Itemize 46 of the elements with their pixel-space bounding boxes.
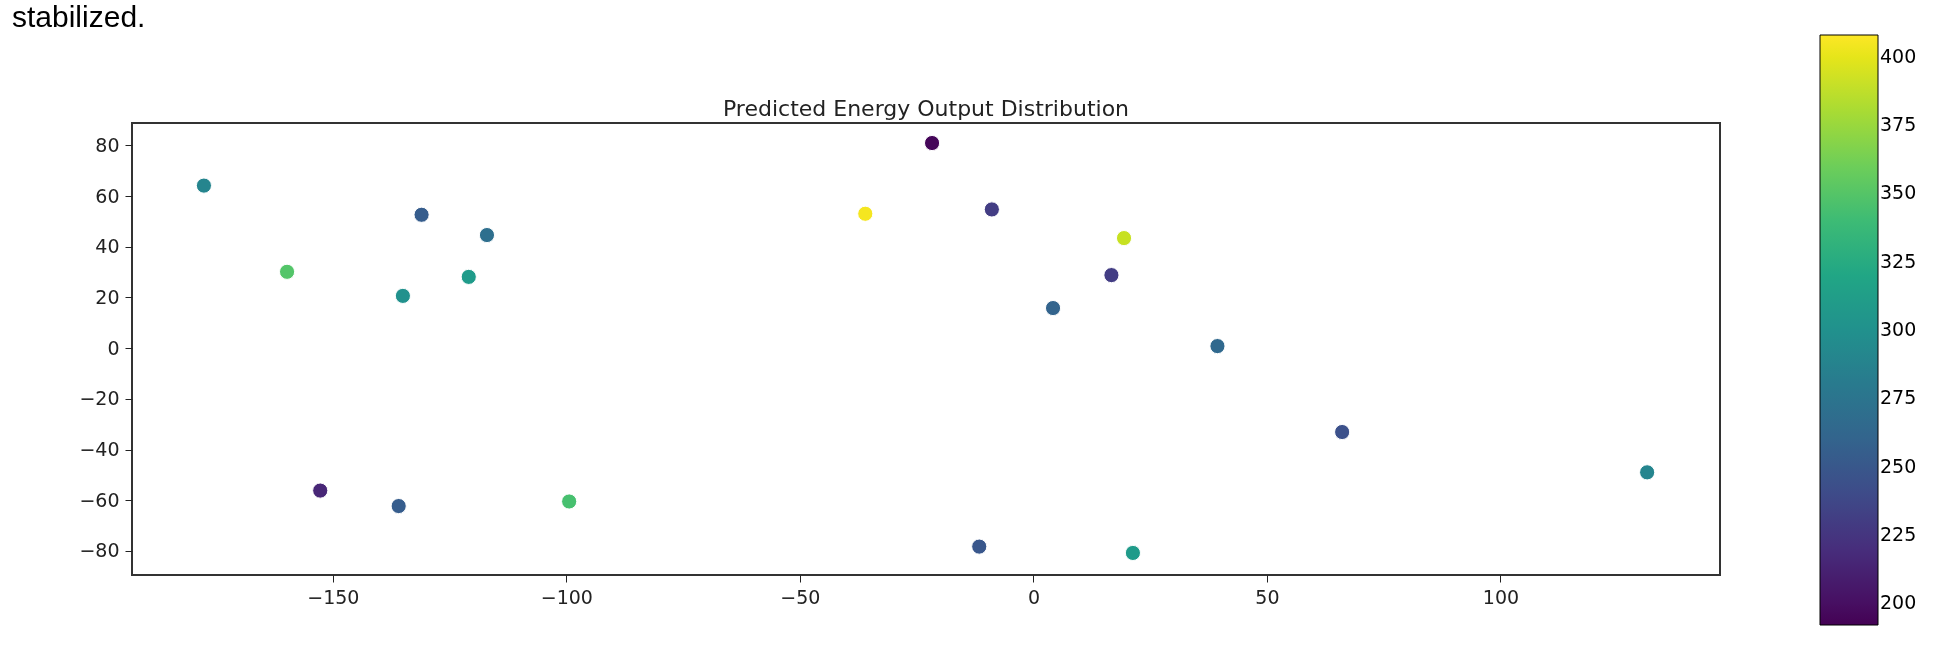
point — [460, 268, 477, 285]
y-tick-label: 0 — [107, 336, 120, 359]
chart-title: Predicted Energy Output Distribution — [722, 96, 1130, 121]
y-tick-label: −60 — [79, 488, 120, 511]
point — [1639, 464, 1656, 481]
y-tick-label: −40 — [79, 438, 120, 461]
point — [1115, 230, 1133, 247]
color-bar-label: 250 — [1880, 454, 1917, 477]
color-bar-label: 300 — [1880, 318, 1917, 340]
point — [478, 226, 496, 244]
point — [413, 206, 430, 223]
y-tick-label: 60 — [95, 184, 120, 207]
point — [1334, 423, 1351, 441]
color-bar-label: 275 — [1880, 386, 1917, 409]
point — [1124, 544, 1141, 562]
point — [394, 287, 411, 304]
color-bar-label: 350 — [1880, 181, 1917, 204]
color-bar-label: 200 — [1880, 591, 1917, 614]
point — [390, 497, 407, 515]
y-tick-label: −20 — [79, 387, 120, 410]
y-tick-label: 40 — [95, 235, 120, 258]
x-tick-label: 100 — [1482, 585, 1520, 608]
point — [923, 134, 941, 152]
text: stabilized. — [12, 0, 146, 34]
point — [195, 177, 213, 194]
point — [857, 205, 874, 222]
point — [561, 493, 578, 510]
y-tick-label: 20 — [95, 285, 120, 308]
y-tick-label: −80 — [79, 539, 120, 562]
x-tick-label: −50 — [780, 585, 821, 608]
point — [1209, 338, 1226, 355]
x-tick-label: 0 — [1027, 585, 1040, 608]
point — [278, 263, 296, 280]
color-bar-label: 400 — [1880, 44, 1917, 67]
x-tick-label: −100 — [540, 585, 593, 608]
x-tick-label: −150 — [307, 585, 360, 608]
point — [983, 201, 1000, 218]
x-tick-label: 50 — [1255, 585, 1280, 608]
color-bar-label: 325 — [1880, 249, 1917, 272]
y-tick-label: 80 — [95, 133, 120, 156]
color-bar-label: 375 — [1880, 113, 1917, 136]
point — [1103, 267, 1120, 284]
color-bar-label: 225 — [1880, 522, 1917, 545]
point — [971, 538, 988, 555]
point — [1044, 299, 1062, 317]
point — [312, 482, 329, 499]
